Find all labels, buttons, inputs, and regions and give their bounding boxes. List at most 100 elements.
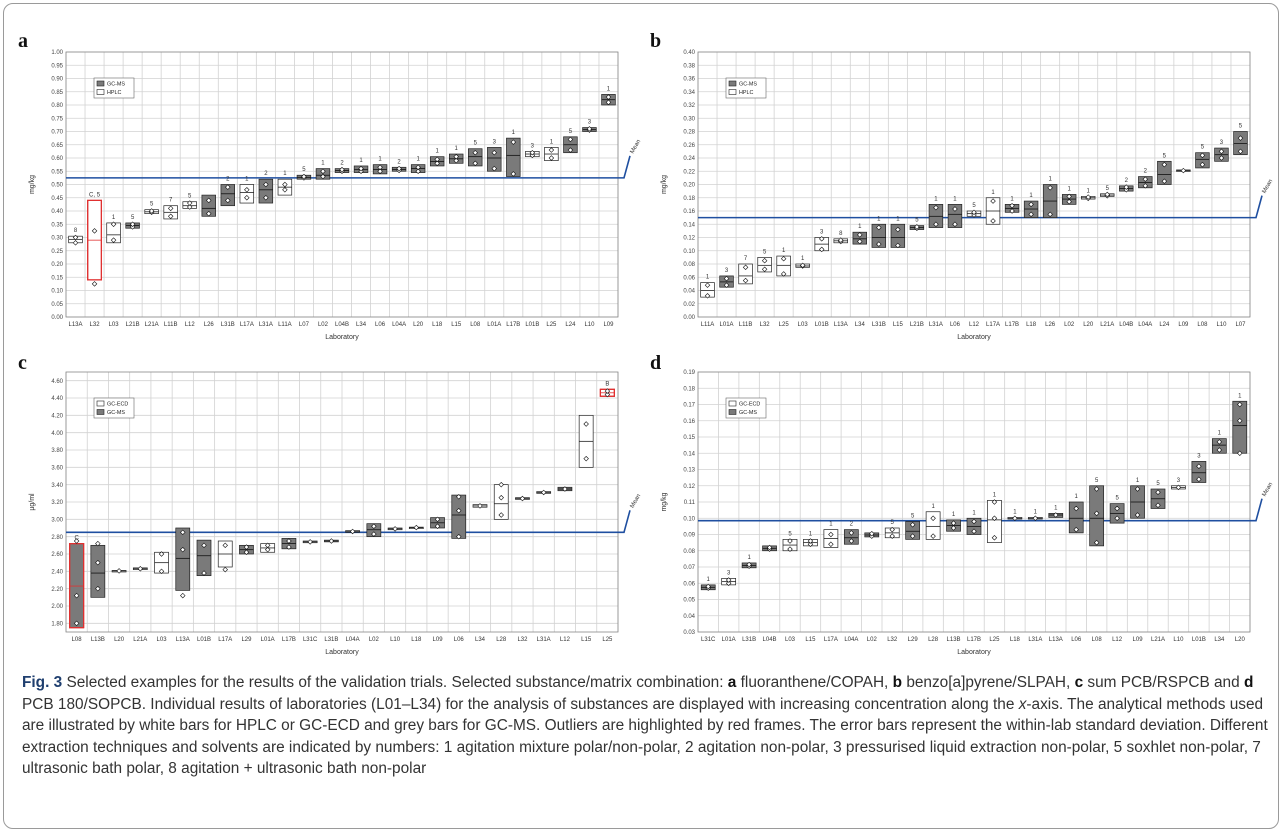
panel-c: c 1.80 2.00 2.20 2.40 2.60 2.80 3.00 3.20 3.40 3.… [18,352,642,666]
lab-bar-group: 1 [372,157,388,175]
data-point [1134,486,1141,492]
x-tick-label: L13A [834,322,848,328]
mean-label: Mean [630,493,642,509]
data-point [434,156,440,163]
data-point [548,155,555,161]
x-tick-label: L10 [390,637,401,643]
extraction-note: 1 [378,157,382,163]
lab-bar-group: 1 [700,275,715,299]
data-point [371,531,377,537]
data-point [453,157,459,164]
data-point [1093,539,1100,546]
lab-bar-group: 1 [353,158,369,174]
x-tick-label: L13A [176,637,190,643]
data-point [222,542,228,549]
y-tick-label: 0.22 [683,169,695,175]
data-point [952,221,958,227]
data-point [244,195,250,201]
mean-label: Mean [1262,179,1274,195]
data-point [889,533,895,539]
lab-bar-group: 1 [410,157,426,174]
caption-text-b: benzo[a]pyrene/SLPAH, [906,674,1071,691]
data-point [243,544,250,550]
legend-swatch [728,89,737,95]
data-point [73,538,80,544]
extraction-note: 5 [131,215,135,221]
lab-bar-group: 5 [563,129,578,154]
x-tick-label: L31A [259,322,273,328]
extraction-note: 3 [493,139,497,145]
lab-bar-group: 1 [987,492,1002,543]
lab-bar-group: 2 [1119,178,1134,193]
extraction-note: 5 [188,194,192,200]
lab-bar-group: 5 [782,531,798,552]
x-tick-label: L17A [986,322,1000,328]
data-point [263,195,269,201]
caption-intro: Selected examples for the results of the… [66,674,724,691]
x-tick-label: L10 [584,322,595,328]
lab-bar-group: 1 [890,216,906,249]
data-point [1216,447,1223,453]
mean-line [698,498,1263,522]
x-tick-label: L31B [221,322,235,328]
y-axis-label: mg/kg [661,492,668,511]
data-point [282,187,288,193]
data-point [396,165,402,172]
x-tick-label: L13B [947,637,961,643]
lab-bar-group: 1 [106,215,121,244]
extraction-note: 1 [877,216,881,222]
extraction-note: 1 [1048,177,1052,183]
y-tick-label: 3.40 [51,483,63,489]
extraction-note: 1 [607,86,611,92]
extraction-note: 5 [763,249,767,255]
data-point [1073,526,1079,533]
data-point [889,526,895,533]
lab-bar-group: 3 [582,120,597,133]
x-tick-label: L04A [346,637,360,643]
x-tick-label: L32 [517,637,528,643]
extraction-note: 3 [1220,140,1224,146]
extraction-note: 1 [829,522,833,528]
y-tick-label: 0.50 [51,183,63,189]
data-point [799,262,806,269]
data-point [110,221,117,227]
data-point [869,530,875,537]
y-tick-label: 0.04 [683,289,695,295]
data-point [243,549,250,555]
data-point [1161,161,1168,168]
mean-line [698,195,1263,219]
data-point [1155,502,1161,508]
extraction-note: 5 [1201,145,1205,151]
x-tick-label: L25 [602,637,613,643]
lab-bar-group [472,503,488,509]
lab-bar-group: 1 [506,130,521,177]
data-point [567,136,574,143]
panel-label-d: d [650,352,662,374]
x-tick-label: L06 [1071,637,1082,643]
data-point [828,531,834,538]
y-tick-label: 3.20 [51,500,63,506]
x-tick-label: L17A [824,637,838,643]
lab-bar-group: 3 [1191,453,1207,483]
lab-bar [239,184,255,204]
lab-bar-group: B [599,381,615,398]
y-tick-label: 0.03 [683,630,695,636]
y-tick-label: 0.36 [683,77,695,83]
data-point [971,528,977,534]
data-point [167,213,174,220]
data-point [705,583,711,590]
extraction-note: 5 [915,218,919,224]
y-tick-label: 0.80 [51,103,63,109]
data-point [1114,515,1120,521]
x-tick-label: L18 [1010,637,1021,643]
lab-bar-group: 5 [884,520,900,539]
caption-letter-a: a [727,674,737,691]
x-tick-label: L21A [133,637,147,643]
legend-swatch [96,409,105,415]
x-tick-label: L20 [114,637,125,643]
data-point [766,544,773,551]
lab-bar-group [196,539,212,577]
data-point [392,526,398,532]
y-axis-label: mg/kg [29,175,36,194]
data-point [328,538,335,544]
